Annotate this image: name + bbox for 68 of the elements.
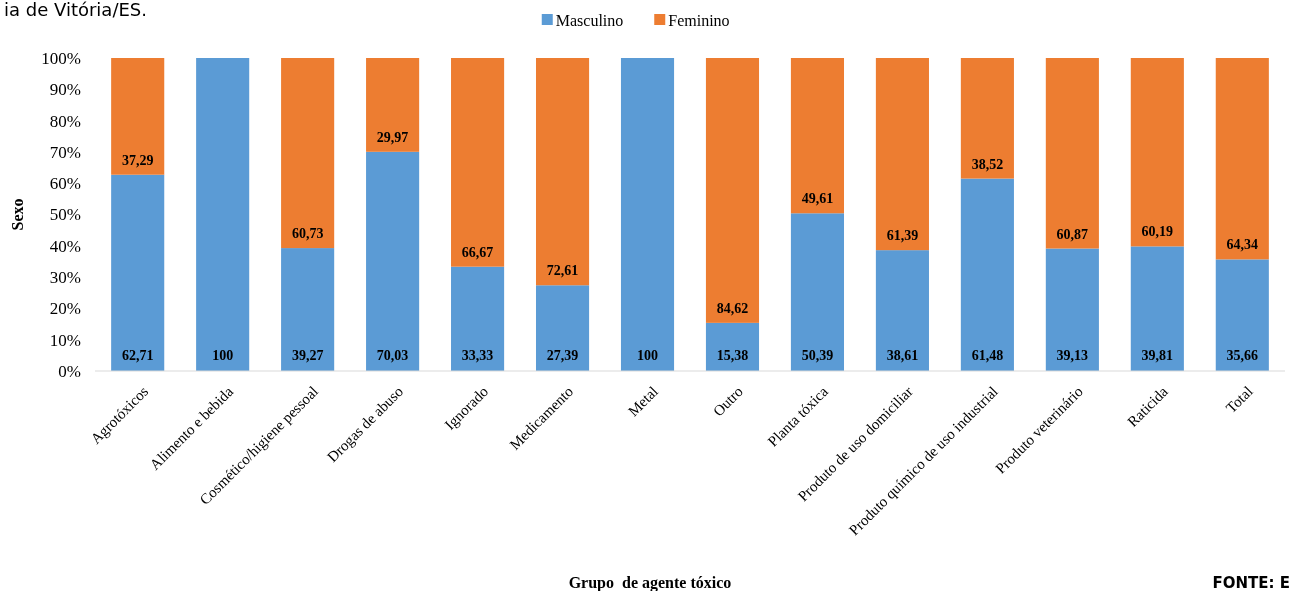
bar <box>535 285 590 371</box>
bar <box>790 58 845 214</box>
bar <box>1215 58 1269 260</box>
bar <box>451 266 505 371</box>
y-axis-title: Sexo <box>9 198 26 231</box>
y-tick-label: 60% <box>49 174 81 194</box>
bar <box>1215 259 1269 371</box>
data-label: 29,97 <box>376 129 409 145</box>
y-tick-label: 0% <box>58 361 81 381</box>
data-label: 64,34 <box>1226 237 1259 253</box>
data-label: 100 <box>212 348 234 363</box>
bar <box>1045 248 1099 371</box>
y-tick-label: 90% <box>49 80 81 100</box>
data-label: 15,38 <box>716 348 749 363</box>
data-label: 72,61 <box>546 263 579 279</box>
bar <box>1130 58 1184 247</box>
bar <box>875 250 929 371</box>
bar <box>1045 58 1099 249</box>
bar <box>281 248 335 371</box>
bar <box>281 58 335 249</box>
y-tick-label: 10% <box>49 330 81 350</box>
data-label: 61,48 <box>971 348 1004 363</box>
y-tick-label: 30% <box>49 268 81 288</box>
data-label: 60,73 <box>291 226 324 242</box>
data-label: 49,61 <box>801 191 834 207</box>
bar <box>451 58 505 267</box>
y-tick-label: 20% <box>49 299 81 319</box>
bar <box>790 213 845 371</box>
bar <box>620 58 675 371</box>
chart-title: ia de Vitória/ES. <box>4 0 147 20</box>
data-label: 66,67 <box>461 244 494 260</box>
bar <box>1130 246 1184 371</box>
data-label: 38,52 <box>971 156 1004 172</box>
data-label: 39,81 <box>1141 348 1174 363</box>
bar <box>960 178 1014 371</box>
data-label: 38,61 <box>886 348 919 363</box>
bar <box>705 58 760 323</box>
data-label: 60,19 <box>1141 224 1174 240</box>
bar <box>535 58 590 286</box>
y-tick-label: 70% <box>49 142 81 162</box>
data-label: 62,71 <box>121 348 154 363</box>
bar <box>111 174 165 371</box>
data-label: 33,33 <box>461 348 494 363</box>
y-tick-label: 100% <box>41 48 81 68</box>
bar <box>196 58 250 371</box>
data-label: 100 <box>637 348 659 363</box>
bar <box>960 58 1014 179</box>
data-label: 50,39 <box>801 348 834 363</box>
data-label: 84,62 <box>716 300 749 316</box>
legend-label: Feminino <box>668 11 730 29</box>
data-label: 27,39 <box>546 348 579 363</box>
data-label: 39,27 <box>291 348 324 363</box>
bar <box>366 151 420 371</box>
data-label: 61,39 <box>886 228 919 244</box>
data-label: 35,66 <box>1226 348 1259 363</box>
bar <box>111 58 165 175</box>
y-tick-label: 80% <box>49 111 81 131</box>
data-label: 60,87 <box>1056 226 1089 242</box>
bar <box>875 58 929 251</box>
data-label: 37,29 <box>121 152 154 168</box>
y-tick-label: 50% <box>49 205 81 225</box>
bar <box>366 58 420 152</box>
data-label: 39,13 <box>1056 348 1089 363</box>
source-note: FONTE: E <box>1212 574 1290 591</box>
data-label: 70,03 <box>376 348 409 363</box>
legend-label: Masculino <box>555 11 624 29</box>
x-axis-title: Grupo de agente tóxico <box>568 574 732 591</box>
y-tick-label: 40% <box>49 236 81 256</box>
